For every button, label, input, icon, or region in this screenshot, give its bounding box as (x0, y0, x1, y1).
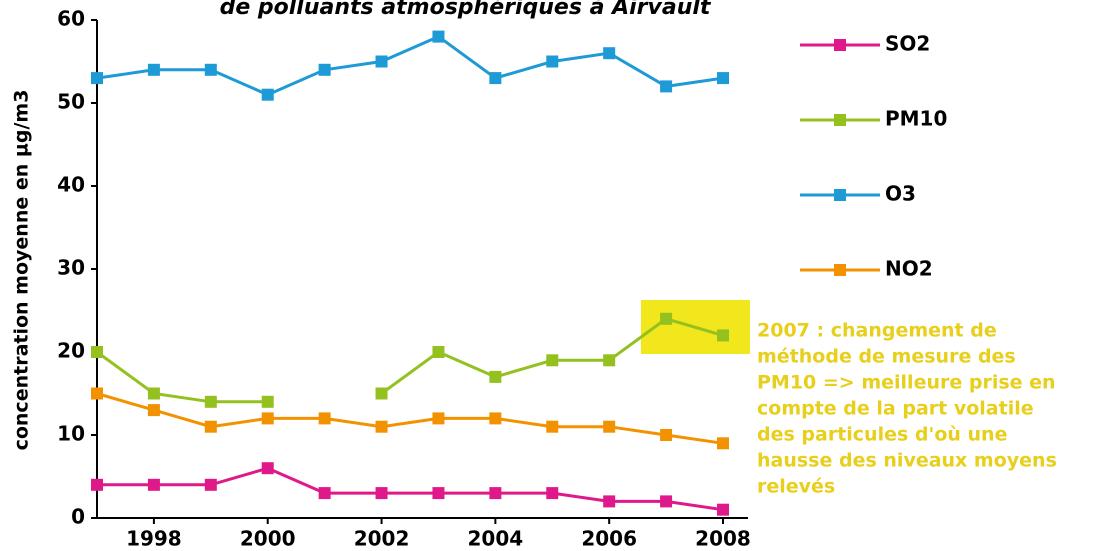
y-tick-label: 30 (57, 256, 85, 280)
point (660, 429, 673, 441)
point (603, 47, 616, 60)
y-tick-label: 60 (57, 7, 85, 31)
annotation: méthode de mesure des (757, 346, 1016, 368)
point (546, 420, 559, 433)
legend-marker (834, 264, 846, 276)
point (204, 478, 217, 491)
point (318, 487, 331, 500)
point (432, 412, 445, 425)
point (261, 462, 274, 475)
series-line (96, 317, 724, 404)
legend-label: O3 (885, 182, 916, 206)
point (318, 63, 331, 76)
point (375, 55, 388, 68)
legend-label: PM10 (885, 107, 947, 131)
point (91, 387, 103, 400)
point (489, 487, 502, 500)
point (204, 420, 217, 433)
point (318, 412, 331, 425)
x-tick-label: 2004 (468, 527, 524, 551)
point (546, 354, 559, 367)
series-line (96, 392, 724, 445)
y-tick-label: 0 (71, 505, 85, 529)
point (91, 72, 103, 85)
point (432, 30, 445, 43)
point (489, 72, 502, 85)
point (717, 503, 729, 516)
point (717, 329, 729, 342)
point (204, 63, 217, 76)
x-tick-label: 1998 (126, 527, 182, 551)
point (432, 346, 445, 358)
point (147, 63, 160, 76)
point (147, 387, 160, 400)
legend-marker (834, 189, 846, 201)
point (375, 420, 388, 433)
point (91, 346, 103, 358)
point (660, 80, 673, 93)
point (261, 395, 274, 408)
annotation: hausse des niveaux moyens (757, 450, 1057, 472)
legend-marker (834, 39, 846, 51)
x-tick-label: 2008 (695, 527, 751, 551)
series-line (96, 34, 724, 97)
point (432, 487, 445, 500)
annotation: compte de la part volatile (757, 398, 1034, 420)
point (204, 395, 217, 408)
point (603, 495, 616, 508)
point (660, 312, 673, 325)
legend-marker (834, 114, 846, 126)
annotation: des particules d'où une (757, 424, 1007, 446)
point (261, 412, 274, 425)
y-tick-label: 20 (57, 339, 85, 363)
point (603, 420, 616, 433)
annotation: 2007 : changement de (757, 320, 997, 342)
y-tick-label: 40 (57, 173, 85, 197)
point (546, 55, 559, 68)
point (717, 437, 729, 450)
point (489, 412, 502, 425)
point (147, 404, 160, 417)
point (375, 387, 388, 400)
y-tick-label: 10 (57, 422, 85, 446)
y-axis-label: concentration moyenne en µg/m3 (11, 90, 33, 451)
point (375, 487, 388, 500)
annotation: relevés (757, 476, 835, 498)
point (546, 487, 559, 500)
x-tick-label: 2000 (240, 527, 296, 551)
point (717, 72, 729, 85)
chart-title: de polluants atmosphériques à Airvault (220, 0, 712, 20)
point (603, 354, 616, 367)
x-tick-label: 2002 (354, 527, 410, 551)
legend-label: SO2 (885, 32, 930, 56)
point (489, 370, 502, 383)
point (147, 478, 160, 491)
point (261, 88, 274, 101)
point (660, 495, 673, 508)
y-tick-label: 50 (57, 90, 85, 114)
series-line (97, 466, 724, 512)
legend-label: NO2 (885, 257, 933, 281)
annotation: PM10 => meilleure prise en (757, 372, 1056, 394)
point (91, 478, 103, 491)
x-tick-label: 2006 (581, 527, 637, 551)
